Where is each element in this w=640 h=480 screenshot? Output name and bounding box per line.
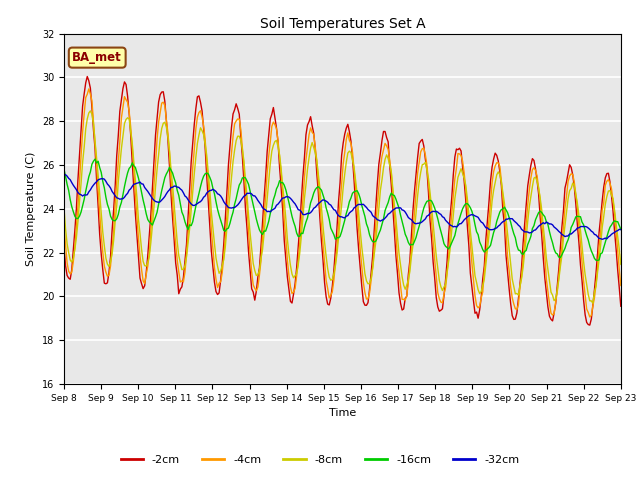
-16cm <box>617 227 625 232</box>
-8cm <box>617 262 625 267</box>
-4cm <box>60 225 68 230</box>
-8cm <box>255 267 263 273</box>
Line: -8cm: -8cm <box>64 111 621 303</box>
-2cm <box>589 302 596 308</box>
X-axis label: Time: Time <box>329 408 356 418</box>
-8cm <box>246 230 254 236</box>
-16cm <box>60 166 68 172</box>
-4cm <box>130 166 138 171</box>
-16cm <box>130 163 138 169</box>
Line: -4cm: -4cm <box>64 89 621 317</box>
-2cm <box>83 73 91 79</box>
-8cm <box>589 300 596 306</box>
-4cm <box>589 303 596 309</box>
-8cm <box>588 298 595 304</box>
-8cm <box>130 159 138 165</box>
-32cm <box>244 191 252 196</box>
-16cm <box>305 207 313 213</box>
Line: -2cm: -2cm <box>64 76 621 325</box>
-2cm <box>586 322 594 328</box>
-8cm <box>60 205 68 211</box>
-4cm <box>586 314 594 320</box>
-2cm <box>60 244 68 250</box>
-16cm <box>228 215 236 220</box>
-4cm <box>246 251 254 257</box>
-8cm <box>86 108 94 114</box>
-2cm <box>255 265 263 271</box>
-2cm <box>130 184 138 190</box>
-4cm <box>617 283 625 288</box>
-4cm <box>305 132 313 137</box>
-32cm <box>129 183 136 189</box>
-32cm <box>254 198 262 204</box>
-32cm <box>60 172 68 178</box>
Y-axis label: Soil Temperature (C): Soil Temperature (C) <box>26 152 36 266</box>
Title: Soil Temperatures Set A: Soil Temperatures Set A <box>260 17 425 31</box>
-2cm <box>617 303 625 309</box>
-2cm <box>305 119 313 124</box>
Line: -16cm: -16cm <box>64 159 621 261</box>
-16cm <box>255 227 263 233</box>
-32cm <box>303 211 311 216</box>
Text: BA_met: BA_met <box>72 51 122 64</box>
-4cm <box>228 150 236 156</box>
Line: -32cm: -32cm <box>64 175 621 239</box>
-32cm <box>617 227 625 232</box>
-16cm <box>91 156 99 162</box>
-16cm <box>246 188 254 194</box>
-8cm <box>228 175 236 180</box>
-8cm <box>305 155 313 160</box>
-32cm <box>586 227 594 232</box>
-2cm <box>228 124 236 130</box>
Legend: -2cm, -4cm, -8cm, -16cm, -32cm: -2cm, -4cm, -8cm, -16cm, -32cm <box>116 451 524 469</box>
-32cm <box>598 236 606 242</box>
-16cm <box>594 258 602 264</box>
-4cm <box>255 272 263 278</box>
-16cm <box>588 248 595 254</box>
-32cm <box>226 205 234 211</box>
-2cm <box>246 268 254 274</box>
-4cm <box>85 86 93 92</box>
